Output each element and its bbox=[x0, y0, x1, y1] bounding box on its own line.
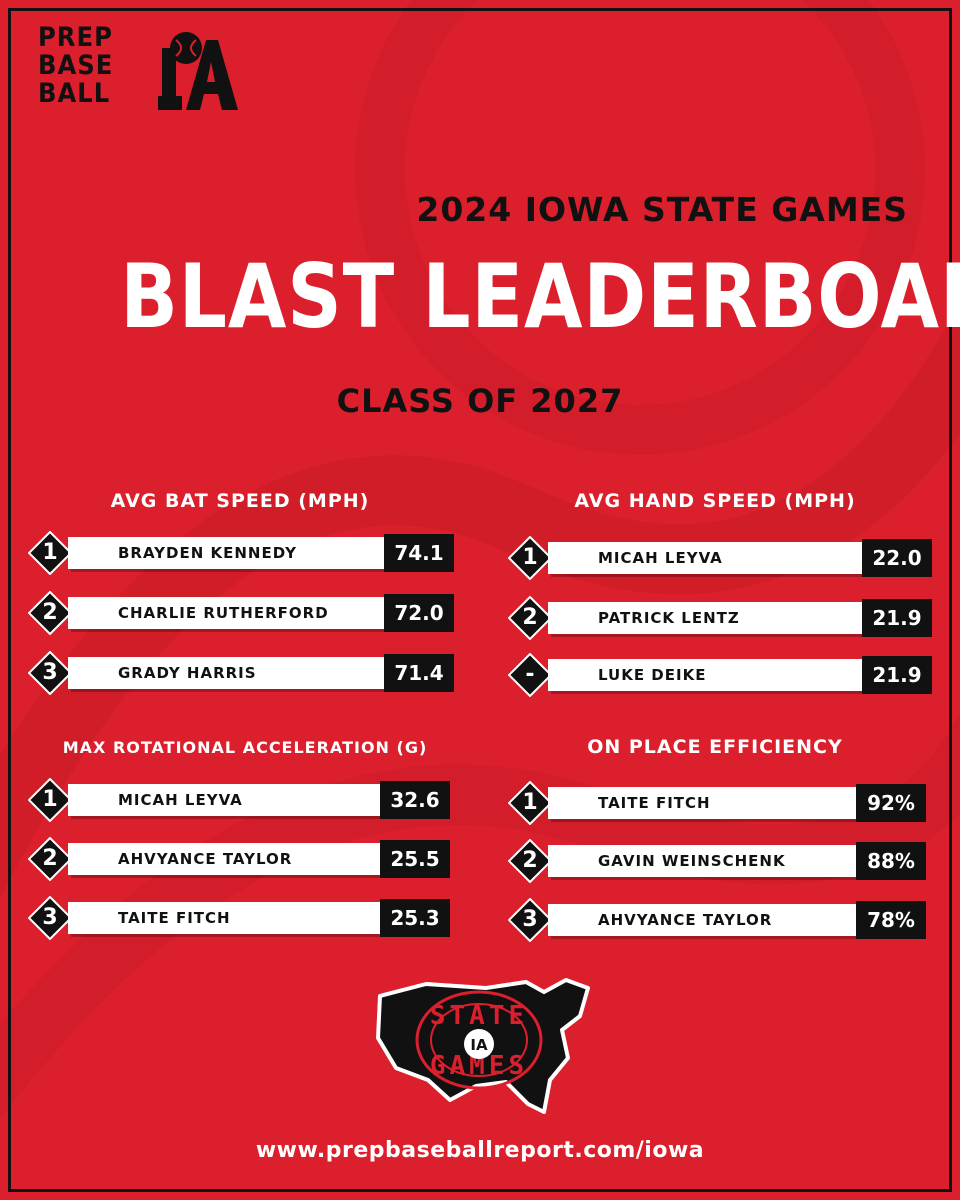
player-name: TAITE FITCH bbox=[118, 909, 231, 927]
rank-badge: 1 bbox=[508, 781, 552, 825]
board-heading-bat-speed: AVG BAT SPEED (MPH) bbox=[110, 490, 370, 512]
player-name: GRADY HARRIS bbox=[118, 664, 257, 682]
stat-value: 78% bbox=[856, 901, 926, 939]
player-name-bar: GAVIN WEINSCHENK bbox=[548, 845, 868, 877]
rank-badge: 3 bbox=[28, 896, 72, 940]
stat-value: 88% bbox=[856, 842, 926, 880]
rank-number: 1 bbox=[42, 787, 58, 812]
player-name: AHVYANCE TAYLOR bbox=[598, 911, 773, 929]
rank-number: 1 bbox=[42, 540, 58, 565]
rank-badge: 2 bbox=[508, 839, 552, 883]
stat-value: 22.0 bbox=[862, 539, 932, 577]
rank-badge: 2 bbox=[28, 837, 72, 881]
rank-badge: 3 bbox=[508, 898, 552, 942]
stat-value: 74.1 bbox=[384, 534, 454, 572]
player-name: AHVYANCE TAYLOR bbox=[118, 850, 293, 868]
player-name-bar: MICAH LEYVA bbox=[548, 542, 873, 574]
stat-value: 72.0 bbox=[384, 594, 454, 632]
badge-mark: IA bbox=[470, 1036, 488, 1054]
player-name: MICAH LEYVA bbox=[598, 549, 723, 567]
class-label: CLASS OF 2027 bbox=[336, 382, 624, 420]
stat-value: 21.9 bbox=[862, 656, 932, 694]
player-name: MICAH LEYVA bbox=[118, 791, 243, 809]
rank-badge: - bbox=[508, 653, 552, 697]
rank-badge: 2 bbox=[28, 591, 72, 635]
player-name: TAITE FITCH bbox=[598, 794, 711, 812]
event-subtitle: 2024 IOWA STATE GAMES bbox=[416, 190, 908, 229]
leaderboard-row: 1 MICAH LEYVA 32.6 bbox=[28, 775, 458, 825]
rank-number: 2 bbox=[42, 846, 58, 871]
player-name-bar: GRADY HARRIS bbox=[68, 657, 418, 689]
player-name-bar: CHARLIE RUTHERFORD bbox=[68, 597, 418, 629]
prep-baseball-logo: PREP BASE BALL bbox=[38, 24, 238, 116]
rank-number: 2 bbox=[522, 605, 538, 630]
leaderboard-row: 2 CHARLIE RUTHERFORD 72.0 bbox=[28, 588, 458, 638]
player-name-bar: AHVYANCE TAYLOR bbox=[68, 843, 413, 875]
board-heading-rotational-acceleration: MAX ROTATIONAL ACCELERATION (G) bbox=[62, 738, 428, 757]
leaderboard-row: 2 GAVIN WEINSCHENK 88% bbox=[508, 836, 938, 886]
rank-badge: 2 bbox=[508, 596, 552, 640]
player-name: LUKE DEIKE bbox=[598, 666, 707, 684]
player-name: GAVIN WEINSCHENK bbox=[598, 852, 786, 870]
logo-line-ball: BALL bbox=[38, 78, 111, 109]
rank-badge: 1 bbox=[28, 531, 72, 575]
player-name: BRAYDEN KENNEDY bbox=[118, 544, 297, 562]
rank-number: 2 bbox=[42, 600, 58, 625]
player-name-bar: BRAYDEN KENNEDY bbox=[68, 537, 418, 569]
leaderboard-row: - LUKE DEIKE 21.9 bbox=[508, 650, 938, 700]
leaderboard-row: 3 AHVYANCE TAYLOR 78% bbox=[508, 895, 938, 945]
player-name-bar: AHVYANCE TAYLOR bbox=[548, 904, 868, 936]
stat-value: 21.9 bbox=[862, 599, 932, 637]
leaderboard-row: 3 TAITE FITCH 25.3 bbox=[28, 893, 458, 943]
rank-number: 3 bbox=[42, 660, 58, 685]
rank-badge: 3 bbox=[28, 651, 72, 695]
player-name: CHARLIE RUTHERFORD bbox=[118, 604, 329, 622]
rank-number: 1 bbox=[522, 545, 538, 570]
stat-value: 32.6 bbox=[380, 781, 450, 819]
leaderboard-row: 1 BRAYDEN KENNEDY 74.1 bbox=[28, 528, 458, 578]
rank-number: 2 bbox=[522, 848, 538, 873]
rank-number: - bbox=[525, 662, 535, 687]
player-name-bar: LUKE DEIKE bbox=[548, 659, 873, 691]
rank-number: 3 bbox=[522, 907, 538, 932]
stat-value: 25.3 bbox=[380, 899, 450, 937]
logo-line-base: BASE bbox=[38, 50, 114, 81]
website-url: www.prepbaseballreport.com/iowa bbox=[255, 1138, 705, 1163]
logo-line-prep: PREP bbox=[38, 22, 113, 53]
leaderboard-row: 1 TAITE FITCH 92% bbox=[508, 778, 938, 828]
rank-badge: 1 bbox=[28, 778, 72, 822]
state-games-usa-logo-icon: STATE GAMES IA bbox=[376, 978, 590, 1114]
stat-value: 92% bbox=[856, 784, 926, 822]
stat-value: 71.4 bbox=[384, 654, 454, 692]
page-title: BLAST LEADERBOARD bbox=[120, 245, 960, 348]
stat-value: 25.5 bbox=[380, 840, 450, 878]
leaderboard-row: 1 MICAH LEYVA 22.0 bbox=[508, 533, 938, 583]
player-name-bar: PATRICK LENTZ bbox=[548, 602, 873, 634]
player-name-bar: TAITE FITCH bbox=[548, 787, 868, 819]
leaderboard-row: 2 AHVYANCE TAYLOR 25.5 bbox=[28, 834, 458, 884]
board-heading-hand-speed: AVG HAND SPEED (MPH) bbox=[574, 490, 856, 512]
player-name-bar: MICAH LEYVA bbox=[68, 784, 413, 816]
rank-badge: 1 bbox=[508, 536, 552, 580]
player-name-bar: TAITE FITCH bbox=[68, 902, 413, 934]
board-heading-efficiency: ON PLACE EFFICIENCY bbox=[587, 736, 843, 758]
leaderboard-row: 3 GRADY HARRIS 71.4 bbox=[28, 648, 458, 698]
logo-wordmark: PREP BASE BALL bbox=[38, 24, 113, 108]
rank-number: 3 bbox=[42, 905, 58, 930]
player-name: PATRICK LENTZ bbox=[598, 609, 740, 627]
rank-number: 1 bbox=[522, 790, 538, 815]
badge-word-state: STATE bbox=[430, 1001, 528, 1031]
iowa-ia-logo-icon bbox=[158, 32, 238, 110]
leaderboard-row: 2 PATRICK LENTZ 21.9 bbox=[508, 593, 938, 643]
